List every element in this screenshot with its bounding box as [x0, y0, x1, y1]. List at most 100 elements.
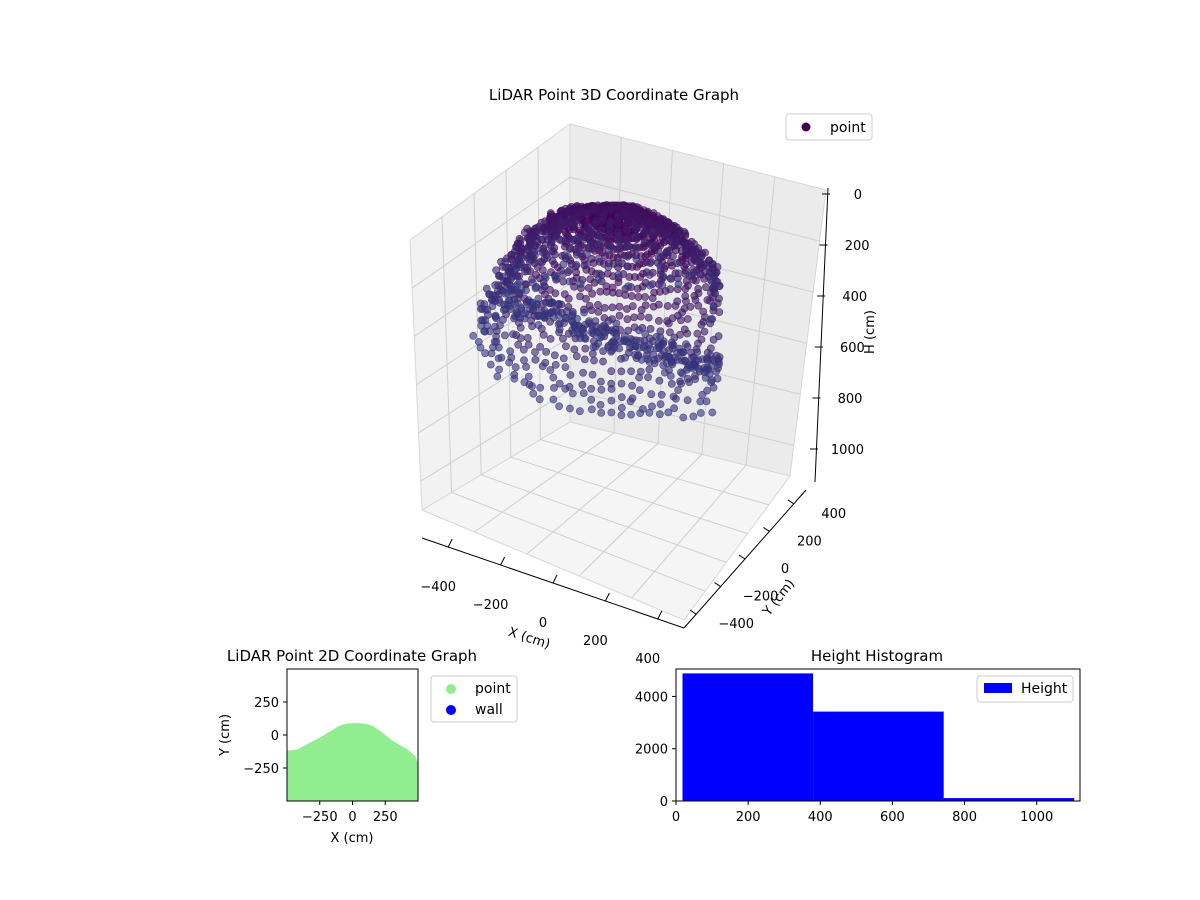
point-3d — [540, 306, 549, 315]
point-3d — [695, 269, 704, 278]
point-3d — [580, 308, 588, 317]
point-3d — [689, 245, 698, 254]
point-3d — [661, 368, 669, 377]
point-3d — [512, 242, 521, 251]
histogram-bar — [943, 798, 1075, 801]
point-3d — [481, 327, 489, 336]
x-tick-label-histogram: 1000 — [1020, 810, 1053, 825]
point-3d — [587, 395, 596, 404]
point-3d — [560, 220, 569, 229]
point-3d — [542, 347, 550, 356]
point-3d — [686, 302, 695, 311]
point-3d — [693, 348, 702, 356]
point-3d — [607, 367, 616, 376]
point-3d — [482, 284, 491, 293]
point-3d — [512, 264, 521, 273]
point-3d — [523, 333, 532, 342]
point-3d — [664, 352, 673, 361]
point-3d — [535, 395, 544, 404]
point-3d — [607, 408, 616, 417]
point-3d — [648, 241, 657, 250]
point-3d — [492, 266, 501, 275]
point-3d — [711, 281, 719, 290]
point-3d — [581, 344, 590, 353]
point-3d — [677, 316, 685, 325]
grid-floor-x — [631, 464, 747, 599]
point-3d — [656, 410, 664, 419]
point-3d — [520, 356, 528, 365]
point-3d — [708, 408, 717, 417]
point-3d — [579, 368, 587, 377]
x-tick-label-3d: −400 — [420, 580, 456, 595]
point-3d — [597, 377, 605, 386]
point-3d — [603, 269, 612, 278]
point-3d — [490, 322, 499, 331]
point-3d — [614, 237, 623, 246]
point-3d — [612, 319, 621, 328]
point-3d — [673, 259, 681, 268]
point-3d — [590, 356, 598, 365]
x-tick-3d — [657, 610, 663, 620]
point-3d — [559, 260, 568, 269]
point-3d — [706, 275, 715, 284]
point-3d — [637, 312, 645, 321]
point-3d — [514, 340, 523, 349]
point-3d — [621, 291, 630, 299]
point-3d — [587, 405, 596, 414]
point-3d — [550, 351, 559, 360]
legend-3d: point — [785, 113, 873, 141]
point-3d — [599, 357, 607, 366]
point-3d — [661, 230, 670, 239]
point-3d — [647, 390, 656, 399]
point-3d — [652, 332, 661, 341]
y-tick-label-2d: −250 — [243, 762, 279, 777]
point-3d — [641, 341, 649, 350]
point-3d — [607, 385, 616, 393]
point-3d — [614, 244, 623, 253]
point-3d — [505, 358, 514, 367]
point-3d — [655, 316, 663, 325]
point-3d — [533, 300, 541, 308]
point-3d — [664, 408, 673, 417]
point-3d — [667, 379, 676, 388]
point-3d — [561, 314, 570, 323]
point-3d — [666, 285, 675, 294]
point-3d — [677, 379, 685, 388]
grid-left-h — [420, 389, 571, 482]
point-3d — [690, 254, 699, 263]
point-3d — [493, 372, 502, 381]
point-3d — [566, 371, 575, 379]
point-3d — [499, 315, 507, 324]
point-3d — [562, 307, 571, 316]
point-3d — [674, 280, 683, 289]
point-3d — [492, 332, 500, 341]
point-3d — [553, 307, 562, 316]
point-3d — [561, 363, 570, 371]
point-3d — [498, 272, 506, 281]
ticks-2d: −250 0 250 250 0 −250 — [243, 696, 397, 825]
point-3d — [715, 308, 724, 316]
point-3d — [632, 234, 641, 243]
y-tick-3d — [787, 499, 795, 505]
point-3d — [624, 338, 633, 347]
point-3d — [501, 257, 510, 266]
point-3d — [707, 315, 715, 324]
point-3d — [613, 203, 622, 212]
y-tick-3d — [714, 582, 721, 588]
point-3d — [594, 300, 602, 309]
point-3d — [534, 321, 543, 329]
legend-2d-marker-point — [446, 684, 456, 694]
point-3d — [579, 389, 588, 397]
point-3d — [683, 342, 692, 351]
point-cloud — [469, 201, 724, 422]
y-tick-label-3d: −400 — [718, 617, 754, 632]
point-3d — [551, 360, 560, 369]
grid-floor-y — [451, 491, 706, 592]
point-3d — [659, 272, 667, 281]
point-3d — [522, 286, 530, 295]
point-3d — [594, 254, 603, 263]
point-3d — [555, 402, 563, 411]
point-3d — [666, 372, 675, 380]
point-3d — [615, 311, 624, 320]
